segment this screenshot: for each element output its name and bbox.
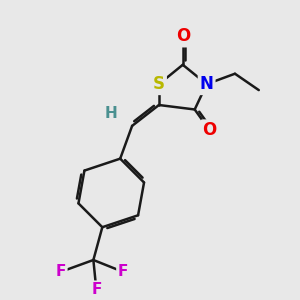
Text: H: H (105, 106, 118, 122)
Text: O: O (202, 121, 217, 139)
Text: F: F (118, 264, 128, 279)
Text: S: S (153, 75, 165, 93)
Text: F: F (91, 282, 101, 297)
Text: F: F (56, 264, 66, 279)
Text: O: O (176, 28, 190, 46)
Text: N: N (200, 75, 214, 93)
